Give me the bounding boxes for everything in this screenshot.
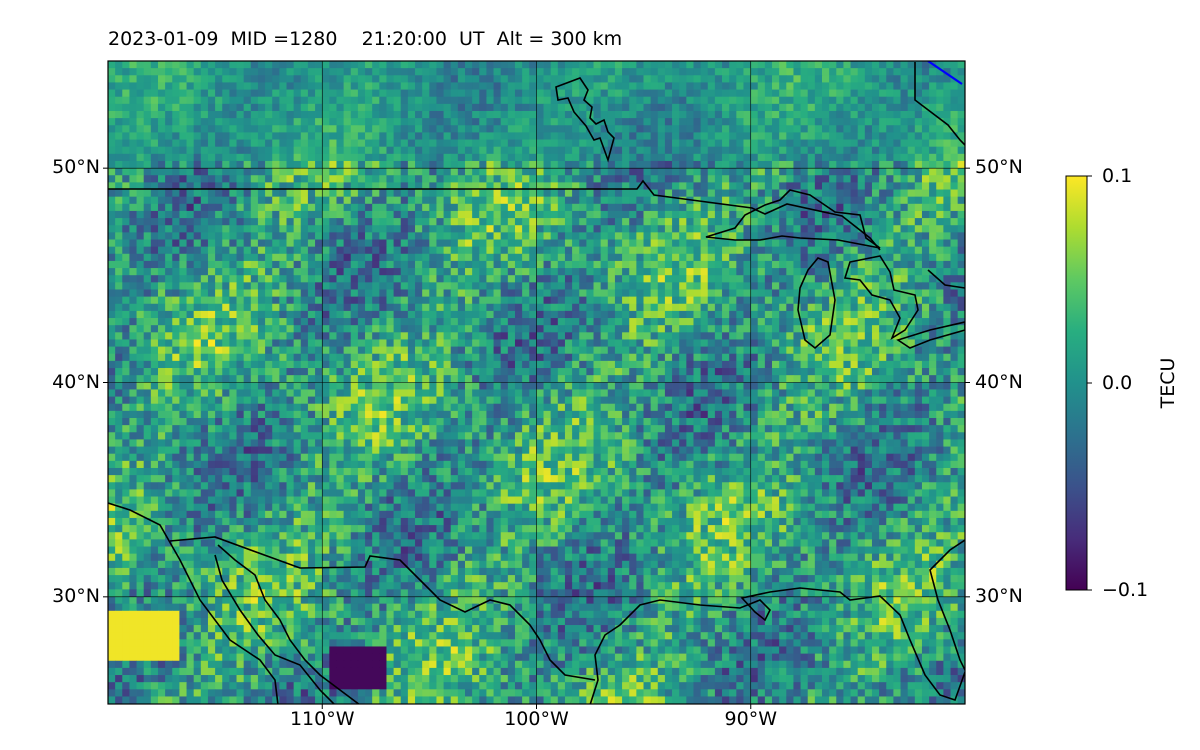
us-mexico-border: [169, 536, 596, 681]
lat-label-r: 50°N: [975, 156, 1023, 179]
lat-label-r: 30°N: [975, 584, 1023, 607]
lake-michigan: [797, 257, 836, 350]
lake-superior: [705, 189, 881, 249]
colorbar-gradient: [1065, 175, 1088, 591]
lat-label-l: 50°N: [52, 156, 100, 179]
colorbar-tick-label: 0.1: [1102, 165, 1133, 187]
colorbar-label: TECU: [1157, 357, 1179, 409]
lat-label-l: 40°N: [52, 370, 100, 393]
lon-label: 100°W: [504, 708, 569, 730]
lat-label-r: 40°N: [975, 370, 1023, 393]
lake-ontario-edge: [927, 269, 965, 289]
gulf-of-california: [217, 544, 360, 704]
baja-peninsula: [214, 554, 336, 704]
colorbar-ticks: [1087, 175, 1092, 591]
lat-label-l: 30°N: [52, 584, 100, 607]
lake-erie: [896, 321, 965, 349]
colorbar-tick-label: 0.0: [1102, 372, 1133, 394]
northern-shore: [914, 62, 965, 146]
coastlines-and-borders: [108, 62, 965, 704]
tec-anomaly-field: [108, 61, 965, 704]
lake-huron: [843, 255, 919, 340]
gulf-coast: [589, 587, 965, 704]
atlantic-coast: [929, 539, 965, 671]
west-coast: [108, 502, 279, 704]
lon-label: 110°W: [289, 708, 355, 730]
colorbar-tick-label: −0.1: [1102, 579, 1149, 601]
lake-winnipeg: [555, 77, 615, 163]
us-canada-border: [108, 179, 881, 251]
lon-label: 90°W: [724, 708, 777, 730]
map-boundary-marker: [927, 61, 963, 85]
axis-tick-marks: [103, 167, 970, 709]
map-title: 2023-01-09 MID =1280 21:20:00 UT Alt = 3…: [108, 28, 623, 50]
